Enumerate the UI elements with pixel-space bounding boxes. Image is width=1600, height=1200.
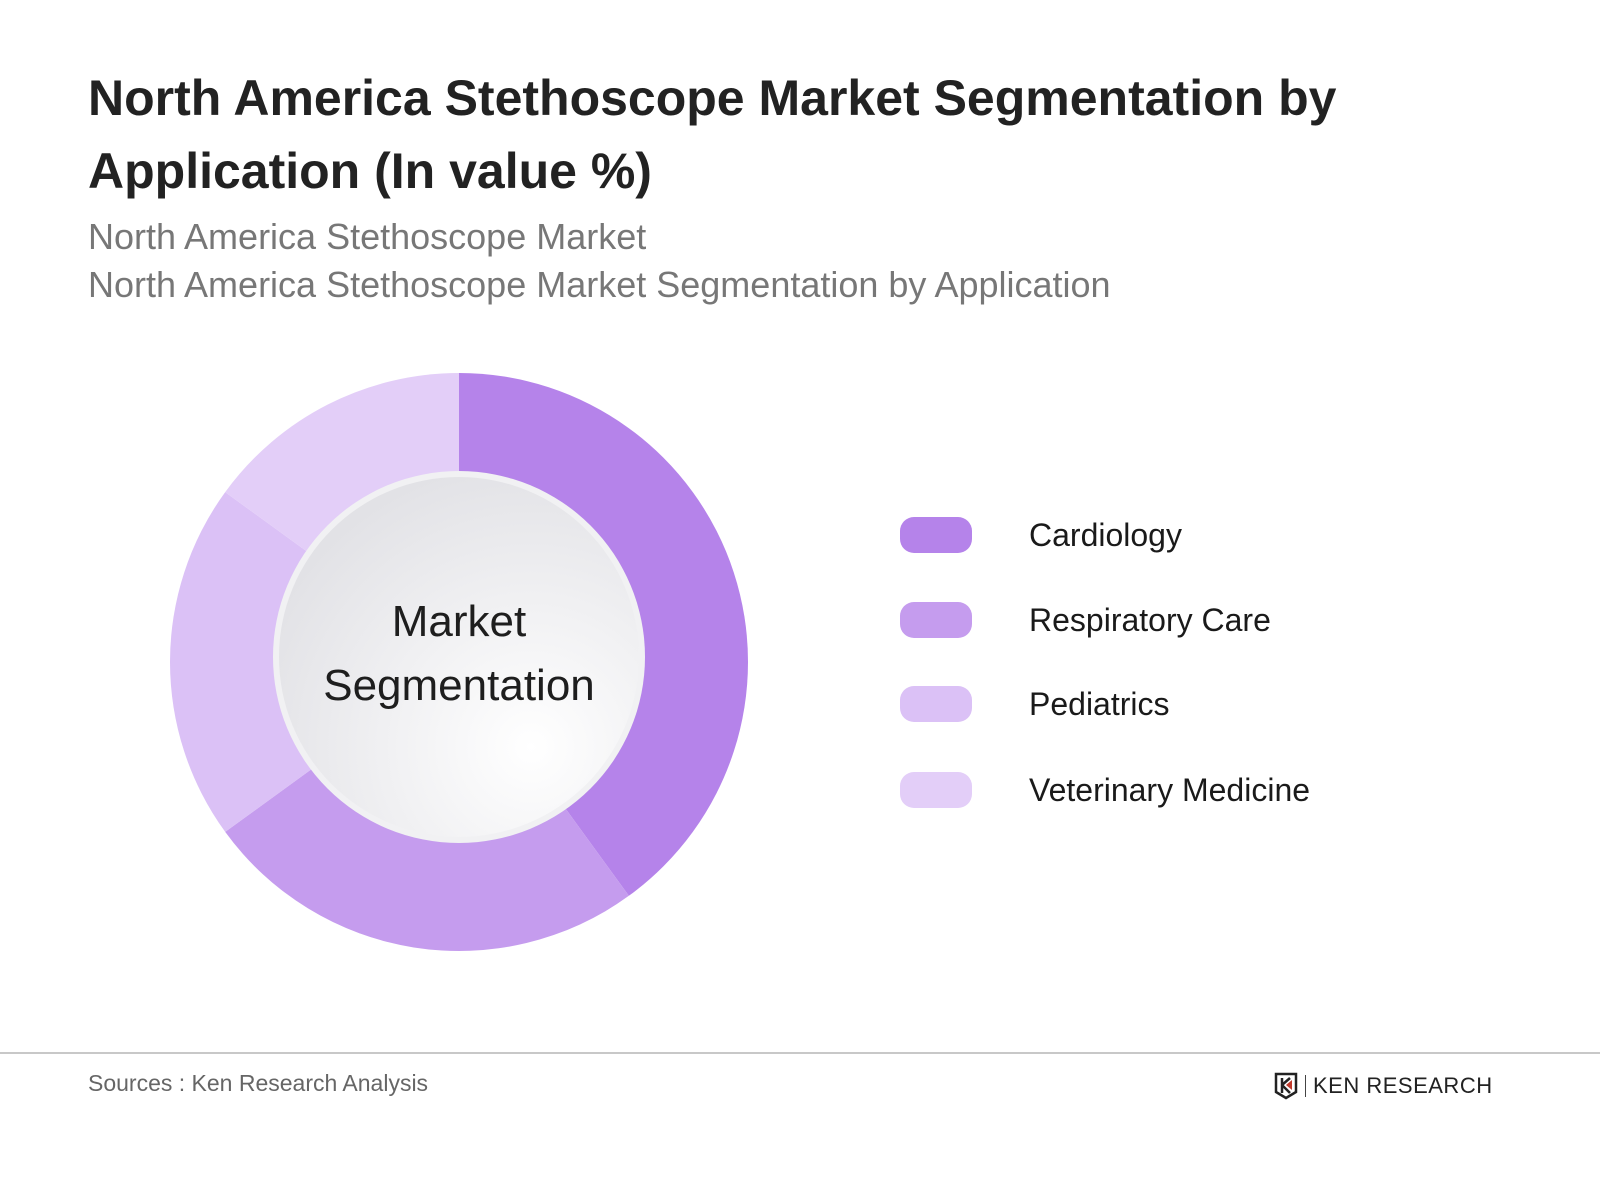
legend-item: Respiratory Care (900, 602, 1271, 638)
center-label: Market Segmentation (279, 590, 639, 718)
legend-swatch (900, 517, 972, 553)
chart-subtitle: North America Stethoscope Market (88, 216, 647, 257)
center-label-line-2: Segmentation (323, 661, 595, 710)
logo-text: KEN RESEARCH (1313, 1073, 1493, 1098)
legend-swatch (900, 686, 972, 722)
chart-title: North America Stethoscope Market Segment… (88, 70, 1337, 199)
legend-label: Cardiology (1029, 516, 1182, 553)
source-note: Sources : Ken Research Analysis (88, 1070, 429, 1096)
legend-swatch (900, 772, 972, 808)
legend-label: Pediatrics (1029, 685, 1170, 722)
legend-label: Respiratory Care (1029, 601, 1271, 638)
legend-swatch (900, 602, 972, 638)
legend-item: Cardiology (900, 517, 1182, 553)
ken-research-logo: KEN RESEARCH (1274, 1072, 1493, 1100)
chart-subtitle-2: North America Stethoscope Market Segment… (88, 264, 1111, 305)
footer-divider (0, 1052, 1600, 1054)
legend-item: Pediatrics (900, 686, 1170, 722)
center-label-line-1: Market (391, 597, 527, 646)
legend-item: Veterinary Medicine (900, 772, 1310, 808)
legend-label: Veterinary Medicine (1029, 771, 1311, 808)
ken-logo-icon (1274, 1072, 1298, 1100)
center-disc (279, 477, 639, 837)
